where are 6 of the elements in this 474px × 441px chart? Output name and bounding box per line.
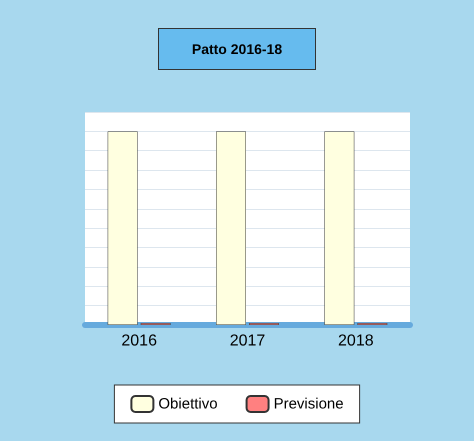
x-tick-label: 2018 — [338, 332, 374, 350]
x-tick-label: 2017 — [230, 332, 266, 350]
legend-label: Previsione — [274, 396, 344, 412]
legend-label: Obiettivo — [158, 396, 218, 412]
chart-title: Patto 2016-18 — [192, 41, 282, 57]
x-tick-label: 2016 — [121, 332, 158, 350]
